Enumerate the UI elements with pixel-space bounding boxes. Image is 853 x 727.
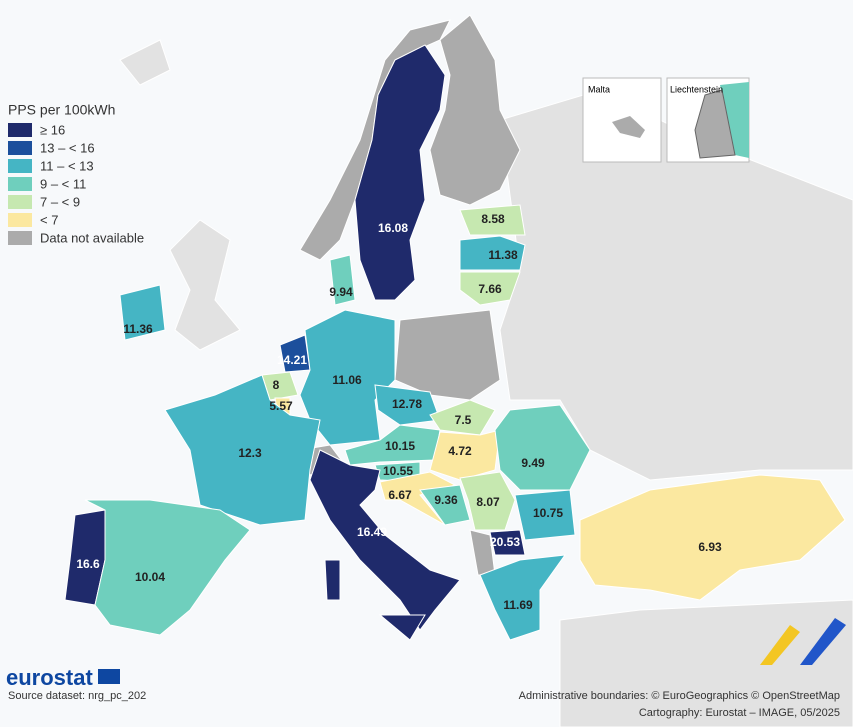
source: Source dataset: nrg_pc_202 — [8, 690, 146, 702]
inset-neighbour — [720, 82, 749, 158]
value-label: 11.38 — [488, 248, 518, 262]
legend: PPS per 100kWh ≥ 16 13 – < 16 11 – < 13 9 –… — [8, 102, 144, 245]
legend-label: ≥ 16 — [40, 122, 65, 137]
malta-shape — [612, 116, 645, 138]
legend-swatch — [8, 141, 32, 155]
region — [379, 471, 457, 526]
logo: eurostat — [6, 665, 93, 690]
region — [494, 404, 591, 491]
region — [459, 204, 526, 236]
legend-swatch — [8, 195, 32, 209]
value-label: 10.75 — [533, 506, 563, 520]
region — [489, 529, 526, 556]
value-label: 11.36 — [123, 322, 153, 336]
value-label: 16.08 — [378, 221, 408, 235]
value-label: 8 — [273, 378, 280, 392]
legend-swatch — [8, 123, 32, 137]
region — [459, 471, 516, 531]
legend-swatch — [8, 213, 32, 227]
deco — [760, 625, 800, 665]
great-britain — [169, 219, 241, 351]
legend-label: 7 – < 9 — [40, 194, 80, 209]
region — [429, 429, 501, 481]
value-label: 11.06 — [332, 373, 362, 387]
value-label: 20.53 — [490, 535, 520, 549]
region — [164, 374, 321, 526]
inset-label: Malta — [588, 84, 610, 94]
value-label: 11.69 — [503, 598, 533, 612]
value-label: 6.67 — [388, 488, 412, 502]
region — [579, 474, 846, 601]
credit: Cartography: Eurostat – IMAGE, 05/2025 — [639, 707, 840, 719]
deco — [800, 618, 846, 665]
legend-title: PPS per 100kWh — [8, 102, 115, 118]
region — [119, 284, 166, 341]
value-label: 7.66 — [478, 282, 502, 296]
southern-land — [559, 599, 853, 727]
poland — [394, 309, 501, 401]
region — [324, 559, 341, 601]
inset-label: Liechtenstein — [670, 84, 723, 94]
credit: Administrative boundaries: © EuroGeograp… — [519, 690, 840, 702]
liechtenstein-shape — [694, 89, 736, 159]
labels: 16.08 8.58 11.38 7.66 9.94 11.36 14.21 8 5.57 11.… — [76, 212, 722, 612]
legend-label: 13 – < 16 — [40, 140, 95, 155]
value-label: 4.72 — [448, 444, 472, 458]
value-label: 14.21 — [277, 353, 307, 367]
legend-swatch — [8, 177, 32, 191]
region — [329, 254, 356, 306]
legend-label: 11 – < 13 — [40, 158, 94, 173]
region — [459, 235, 526, 271]
region — [374, 384, 441, 426]
region — [309, 449, 461, 631]
region — [459, 271, 521, 306]
region — [419, 484, 471, 526]
region — [84, 499, 251, 636]
value-label: 9.94 — [329, 285, 353, 299]
legend-label: 9 – < 11 — [40, 176, 86, 191]
value-label: 10.15 — [385, 439, 415, 453]
finland — [429, 14, 521, 206]
eu-flag — [98, 669, 120, 684]
iceland — [119, 39, 171, 86]
region — [479, 554, 567, 641]
legend-label: Data not available — [40, 230, 144, 245]
legend-swatch — [8, 231, 32, 245]
value-label: 12.78 — [392, 397, 422, 411]
value-label: 16.49 — [357, 525, 387, 539]
legend-swatch — [8, 159, 32, 173]
value-label: 10.55 — [383, 464, 413, 478]
value-label: 6.93 — [698, 540, 722, 554]
value-label: 9.49 — [521, 456, 545, 470]
value-label: 8.07 — [476, 495, 500, 509]
region — [429, 399, 496, 436]
value-label: 7.5 — [455, 413, 472, 427]
value-label: 5.57 — [269, 399, 293, 413]
region — [514, 489, 576, 541]
regions — [64, 44, 846, 641]
value-label: 8.58 — [481, 212, 505, 226]
region — [354, 44, 446, 301]
value-label: 10.04 — [135, 570, 165, 584]
region — [378, 614, 426, 641]
value-label: 9.36 — [434, 493, 458, 507]
value-label: 16.6 — [76, 557, 100, 571]
value-label: 12.3 — [238, 446, 262, 460]
other-land — [119, 39, 853, 727]
legend-label: < 7 — [40, 212, 58, 227]
